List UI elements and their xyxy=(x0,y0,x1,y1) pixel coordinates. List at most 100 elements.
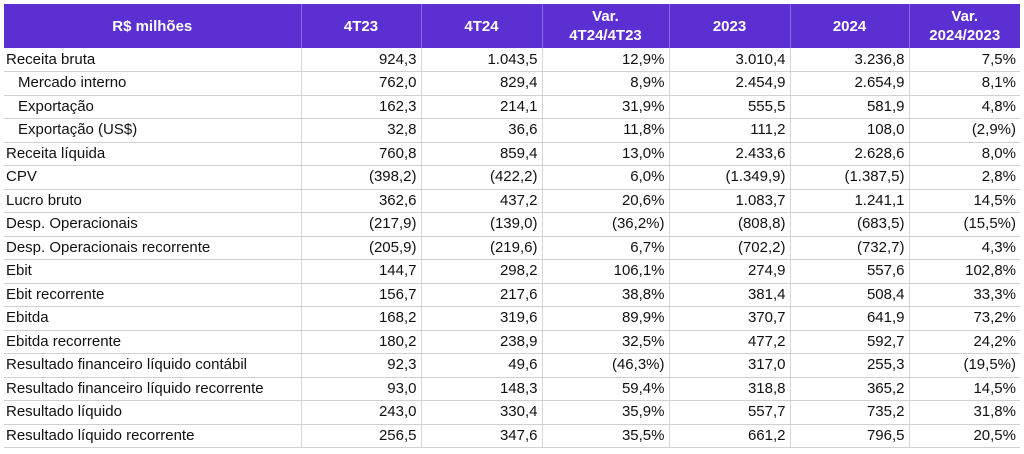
table-row: Ebit 144,7 298,2 106,1% 274,9 557,6 102,8% xyxy=(4,259,1020,284)
row-value: 2.433,6 xyxy=(669,142,791,166)
row-label: Resultado líquido recorrente xyxy=(4,424,302,448)
row-value: 762,0 xyxy=(301,71,422,96)
row-value: (15,5%) xyxy=(909,212,1020,237)
table-row: Receita líquida 760,8 859,4 13,0% 2.433,6 2.6… xyxy=(4,142,1020,166)
row-value: 592,7 xyxy=(790,330,910,354)
row-value: 859,4 xyxy=(421,142,543,166)
row-label: Receita bruta xyxy=(4,48,302,72)
row-value: 243,0 xyxy=(301,400,422,425)
row-value: (19,5%) xyxy=(909,353,1020,378)
row-label: Desp. Operacionais xyxy=(4,212,302,237)
row-value: 31,8% xyxy=(909,400,1020,425)
financial-table-container: R$ milhões 4T23 4T24 Var. 4T24/4T23 2023 2024 V… xyxy=(4,4,1020,448)
row-value: 3.236,8 xyxy=(790,48,910,72)
table-row: Lucro bruto 362,6 437,2 20,6% 1.083,7 1.241,1… xyxy=(4,189,1020,213)
row-value: (205,9) xyxy=(301,236,422,260)
row-value: 1.043,5 xyxy=(421,48,543,72)
row-value: (683,5) xyxy=(790,212,910,237)
row-value: 36,6 xyxy=(421,118,543,143)
row-value: 298,2 xyxy=(421,259,543,284)
row-value: 4,3% xyxy=(909,236,1020,260)
table-row: Exportação 162,3 214,1 31,9% 555,5 581,9 4,8% xyxy=(4,95,1020,119)
row-value: 156,7 xyxy=(301,283,422,307)
row-value: (2,9%) xyxy=(909,118,1020,143)
row-value: 8,1% xyxy=(909,71,1020,96)
row-value: 362,6 xyxy=(301,189,422,213)
row-value: 1.083,7 xyxy=(669,189,791,213)
row-value: 32,8 xyxy=(301,118,422,143)
row-value: 8,9% xyxy=(542,71,670,96)
row-value: 437,2 xyxy=(421,189,543,213)
row-value: 2.628,6 xyxy=(790,142,910,166)
row-value: (46,3%) xyxy=(542,353,670,378)
row-value: 92,3 xyxy=(301,353,422,378)
header-column-1: 4T23 xyxy=(301,4,422,48)
header-label-column: R$ milhões xyxy=(4,4,302,48)
row-value: 735,2 xyxy=(790,400,910,425)
row-value: 89,9% xyxy=(542,306,670,331)
table-row: Resultado financeiro líquido recorrente 9… xyxy=(4,377,1020,401)
row-value: 581,9 xyxy=(790,95,910,119)
row-value: 477,2 xyxy=(669,330,791,354)
row-value: 381,4 xyxy=(669,283,791,307)
row-value: (398,2) xyxy=(301,165,422,190)
row-label: Desp. Operacionais recorrente xyxy=(4,236,302,260)
row-value: 106,1% xyxy=(542,259,670,284)
row-value: 24,2% xyxy=(909,330,1020,354)
row-value: 330,4 xyxy=(421,400,543,425)
row-value: 555,5 xyxy=(669,95,791,119)
row-value: 168,2 xyxy=(301,306,422,331)
table-row: Resultado líquido 243,0 330,4 35,9% 557,7 735… xyxy=(4,400,1020,425)
row-value: (139,0) xyxy=(421,212,543,237)
row-label: Resultado líquido xyxy=(4,400,302,425)
row-value: 829,4 xyxy=(421,71,543,96)
row-value: 641,9 xyxy=(790,306,910,331)
row-value: 162,3 xyxy=(301,95,422,119)
row-value: 93,0 xyxy=(301,377,422,401)
row-value: 256,5 xyxy=(301,424,422,448)
table-row: Ebitda 168,2 319,6 89,9% 370,7 641,9 73,2% xyxy=(4,306,1020,331)
row-value: 274,9 xyxy=(669,259,791,284)
row-value: 319,6 xyxy=(421,306,543,331)
row-value: 347,6 xyxy=(421,424,543,448)
row-value: 924,3 xyxy=(301,48,422,72)
row-value: 20,6% xyxy=(542,189,670,213)
table-row: Resultado financeiro líquido contábil 92,… xyxy=(4,353,1020,378)
row-value: 8,0% xyxy=(909,142,1020,166)
row-label: Ebit xyxy=(4,259,302,284)
table-row: Mercado interno 762,0 829,4 8,9% 2.454,9 2.65… xyxy=(4,71,1020,96)
row-value: 6,7% xyxy=(542,236,670,260)
row-value: 370,7 xyxy=(669,306,791,331)
row-value: 12,9% xyxy=(542,48,670,72)
row-value: 2.654,9 xyxy=(790,71,910,96)
row-value: (1.349,9) xyxy=(669,165,791,190)
row-value: 317,0 xyxy=(669,353,791,378)
header-column-3: Var. 4T24/4T23 xyxy=(542,4,670,48)
table-body: Receita bruta 924,3 1.043,5 12,9% 3.010,4 3.2… xyxy=(4,48,1020,448)
row-value: 35,5% xyxy=(542,424,670,448)
row-value: 20,5% xyxy=(909,424,1020,448)
row-label: Lucro bruto xyxy=(4,189,302,213)
row-value: 14,5% xyxy=(909,189,1020,213)
row-label: Ebitda xyxy=(4,306,302,331)
row-value: 661,2 xyxy=(669,424,791,448)
row-value: (702,2) xyxy=(669,236,791,260)
row-value: 796,5 xyxy=(790,424,910,448)
row-label: Mercado interno xyxy=(4,71,302,96)
row-value: 148,3 xyxy=(421,377,543,401)
row-value: 508,4 xyxy=(790,283,910,307)
table-row: CPV (398,2) (422,2) 6,0% (1.349,9) (1.387,5) 2… xyxy=(4,165,1020,190)
row-value: 180,2 xyxy=(301,330,422,354)
row-value: 318,8 xyxy=(669,377,791,401)
row-value: 217,6 xyxy=(421,283,543,307)
row-value: 13,0% xyxy=(542,142,670,166)
row-value: 1.241,1 xyxy=(790,189,910,213)
row-value: (808,8) xyxy=(669,212,791,237)
financial-results-table: R$ milhões 4T23 4T24 Var. 4T24/4T23 2023 2024 V… xyxy=(4,4,1020,448)
row-value: 3.010,4 xyxy=(669,48,791,72)
table-row: Ebitda recorrente 180,2 238,9 32,5% 477,2 592… xyxy=(4,330,1020,354)
row-value: 32,5% xyxy=(542,330,670,354)
header-column-6: Var. 2024/2023 xyxy=(909,4,1020,48)
row-value: 102,8% xyxy=(909,259,1020,284)
row-value: 14,5% xyxy=(909,377,1020,401)
